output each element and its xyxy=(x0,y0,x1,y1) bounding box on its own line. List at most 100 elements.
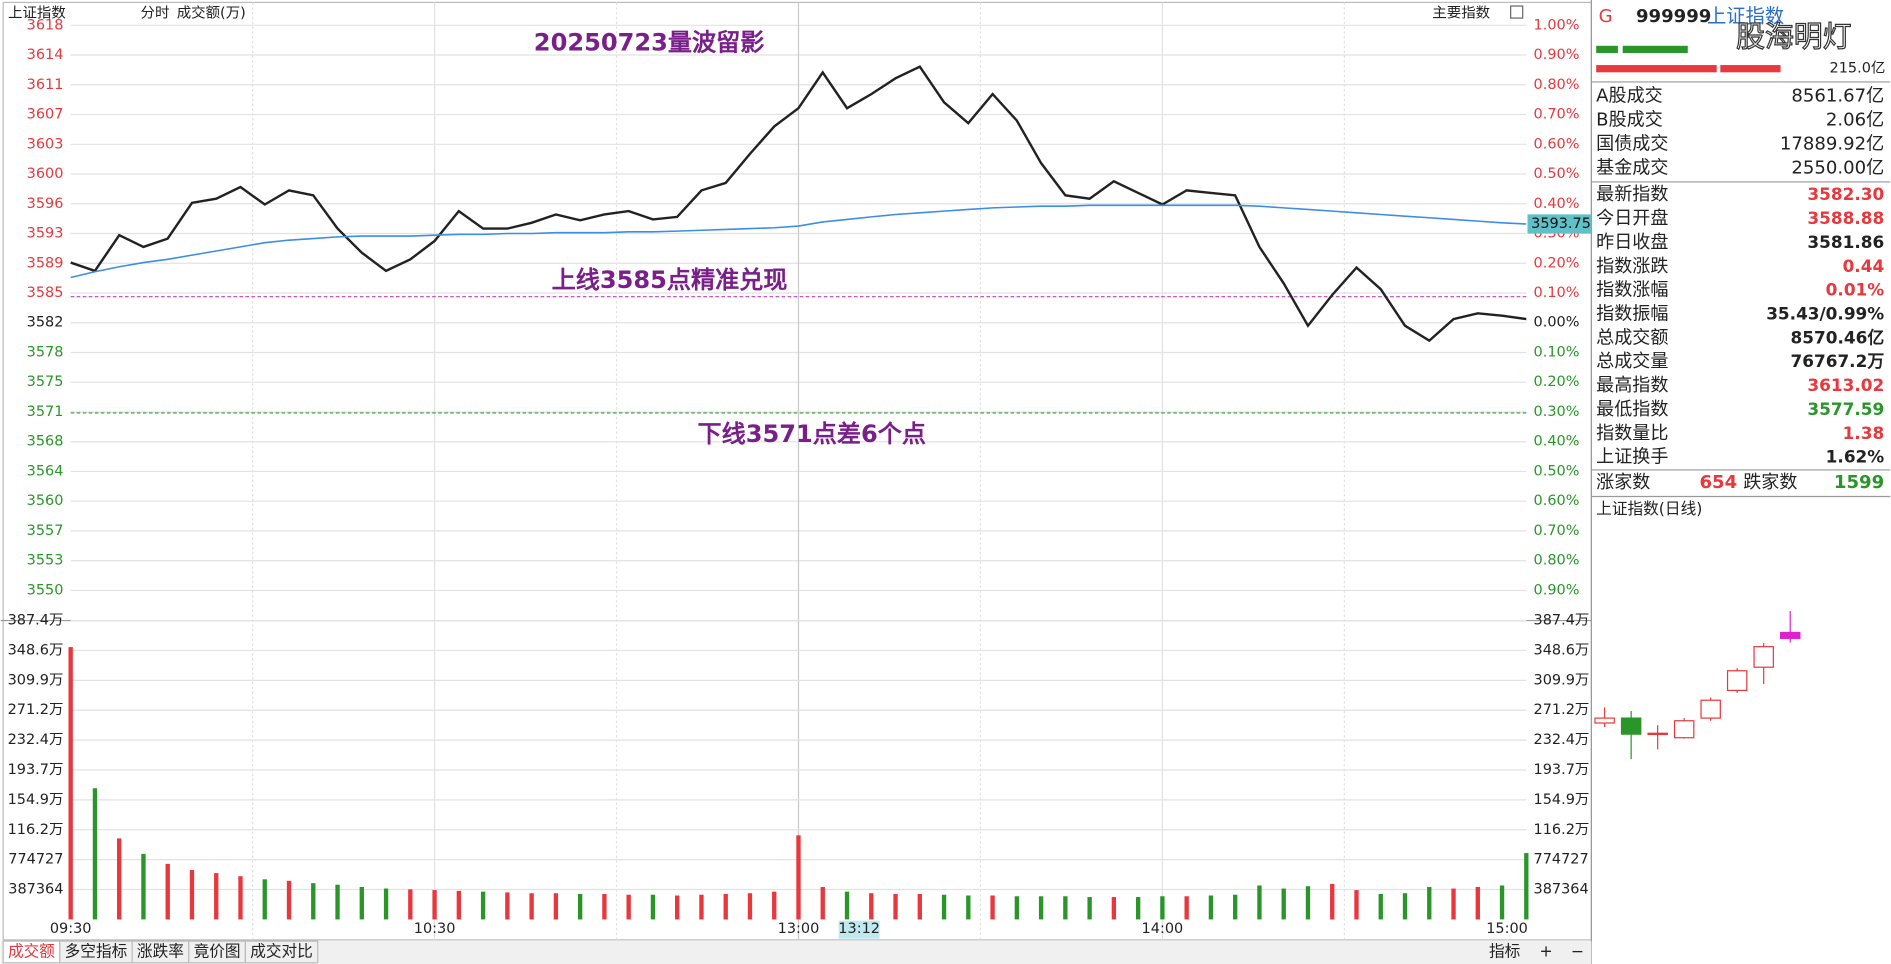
row-value: 2550.00亿 xyxy=(1791,158,1884,179)
y-tick-label: 3589 xyxy=(27,255,64,271)
row-value: 3577.59 xyxy=(1807,399,1884,419)
tab-label[interactable]: 成交额 xyxy=(8,941,55,960)
y-tick-label: 154.9万 xyxy=(8,792,64,808)
row-label: 总成交量 xyxy=(1596,351,1668,372)
x-tick-label: 14:00 xyxy=(1142,921,1184,937)
volume-bar xyxy=(456,890,462,920)
volume-bar xyxy=(92,788,98,920)
partial-value: 215.0亿 xyxy=(1830,60,1886,77)
volume-bar xyxy=(1378,893,1383,920)
row-value: 8561.67亿 xyxy=(1791,85,1884,106)
side-panel: G 999999 上证指数 股海明灯 215.0亿 A股成交 8561.67亿 B股… xyxy=(1591,4,1891,498)
volume-bar xyxy=(1014,896,1020,920)
candle-body xyxy=(1647,732,1668,736)
row-label: 指数振幅 xyxy=(1596,304,1668,325)
y2-tick-label: 0.60% xyxy=(1534,136,1580,152)
volume-bar xyxy=(1524,853,1529,920)
volume-bar xyxy=(990,895,995,920)
row-label: 基金成交 xyxy=(1596,158,1668,179)
y-tick-label: 3618 xyxy=(27,17,64,33)
volume-bar xyxy=(311,883,316,920)
volume-bar xyxy=(1499,885,1505,920)
volume-bar xyxy=(141,853,146,920)
volume-bar xyxy=(1233,894,1238,920)
volume-bar xyxy=(408,889,413,920)
y2-tick-label: 0.80% xyxy=(1534,77,1580,93)
footer-button[interactable]: − xyxy=(1571,941,1584,960)
y2-tick-label: 0.10% xyxy=(1534,285,1580,301)
volume-bar xyxy=(1063,896,1068,920)
volume-bar xyxy=(772,891,777,920)
y-tick-label: 3614 xyxy=(27,47,64,63)
row-value: 0.01% xyxy=(1826,280,1885,300)
footer-button[interactable]: + xyxy=(1540,941,1553,960)
volume-bar xyxy=(699,894,704,920)
y2-tick-label: 0.80% xyxy=(1534,553,1580,569)
volume-bar xyxy=(165,863,170,920)
y-tick-label: 3575 xyxy=(27,374,64,390)
y-tick-label: 348.6万 xyxy=(8,642,64,658)
row-label: 最高指数 xyxy=(1596,375,1668,396)
tab-label[interactable]: 竟价图 xyxy=(194,941,241,960)
y-tick-label: 3553 xyxy=(27,553,64,569)
footer-button[interactable]: 指标 xyxy=(1489,941,1520,960)
volume-bar xyxy=(747,893,753,920)
x-tick-label: 09:30 xyxy=(50,921,92,937)
header-tab[interactable]: 分时 xyxy=(141,4,170,21)
header-tab[interactable]: 成交额(万) xyxy=(177,3,246,21)
tab-label[interactable]: 涨跌率 xyxy=(137,941,184,960)
footer-bar xyxy=(0,941,1592,964)
volume-bar xyxy=(480,891,486,920)
y-tick-label: 774727 xyxy=(8,852,63,868)
tab-label[interactable]: 成交对比 xyxy=(250,941,313,960)
y-tick-label: 3578 xyxy=(27,344,64,360)
y2-tick-label: 0.30% xyxy=(1534,404,1580,420)
volume-bar xyxy=(1451,888,1456,920)
volume-bar xyxy=(1087,897,1092,920)
y2-tick-label: 1.00% xyxy=(1534,17,1580,33)
row-label: A股成交 xyxy=(1596,85,1663,106)
volume-bar xyxy=(1038,896,1044,920)
volume-bar xyxy=(286,880,292,920)
volume-bar xyxy=(1330,883,1335,920)
row-value: 17889.92亿 xyxy=(1780,134,1884,155)
tab[interactable] xyxy=(244,940,319,964)
row-label: 指数涨幅 xyxy=(1596,280,1668,301)
y2-tick-label: 0.50% xyxy=(1534,463,1580,479)
row-value: 2.06亿 xyxy=(1826,110,1884,131)
y2-tick-label: 0.70% xyxy=(1534,107,1580,123)
icon[interactable] xyxy=(1510,5,1524,19)
row-value: 1.62% xyxy=(1826,447,1885,467)
volume-bar xyxy=(844,891,850,920)
row-label: 总成交额 xyxy=(1596,327,1668,348)
y-tick-label: 3593 xyxy=(27,225,64,241)
tab-label[interactable]: 多空指标 xyxy=(65,941,128,960)
volume-bar xyxy=(1402,893,1408,920)
row-label: 指数涨跌 xyxy=(1596,256,1668,277)
y2-tick-label: 0.90% xyxy=(1534,47,1580,63)
volume-bar xyxy=(941,894,947,920)
y-tick-label: 116.2万 xyxy=(8,822,64,838)
volume-bar xyxy=(796,835,801,920)
volume-bar xyxy=(1135,897,1141,920)
y2-tick-label: 0.50% xyxy=(1534,166,1580,182)
y2-tick-label: 0.40% xyxy=(1534,196,1580,212)
x-tick-label: 13:00 xyxy=(778,921,820,937)
volume-bar xyxy=(214,873,219,920)
price-line xyxy=(70,65,1527,343)
main-index-button[interactable]: 主要指数 xyxy=(1432,4,1490,21)
annotation: 下线3571点差6个点 xyxy=(698,420,926,448)
code: 999999 xyxy=(1636,6,1711,27)
row-label: 指数量比 xyxy=(1596,423,1668,444)
y-tick-label: 3585 xyxy=(27,285,64,301)
volume-bar xyxy=(1281,888,1286,920)
row-value: 3581.86 xyxy=(1807,232,1884,252)
index-name: 上证指数 xyxy=(8,4,66,21)
volume-bar xyxy=(577,893,583,920)
flag: G xyxy=(1599,6,1613,27)
y-tick-label: 3571 xyxy=(27,404,64,420)
y2-tick-label: 232.4万 xyxy=(1534,732,1590,748)
y2-tick-label: 309.9万 xyxy=(1534,672,1590,688)
bar-deco xyxy=(1622,45,1688,54)
row-value: 3588.88 xyxy=(1807,208,1884,228)
